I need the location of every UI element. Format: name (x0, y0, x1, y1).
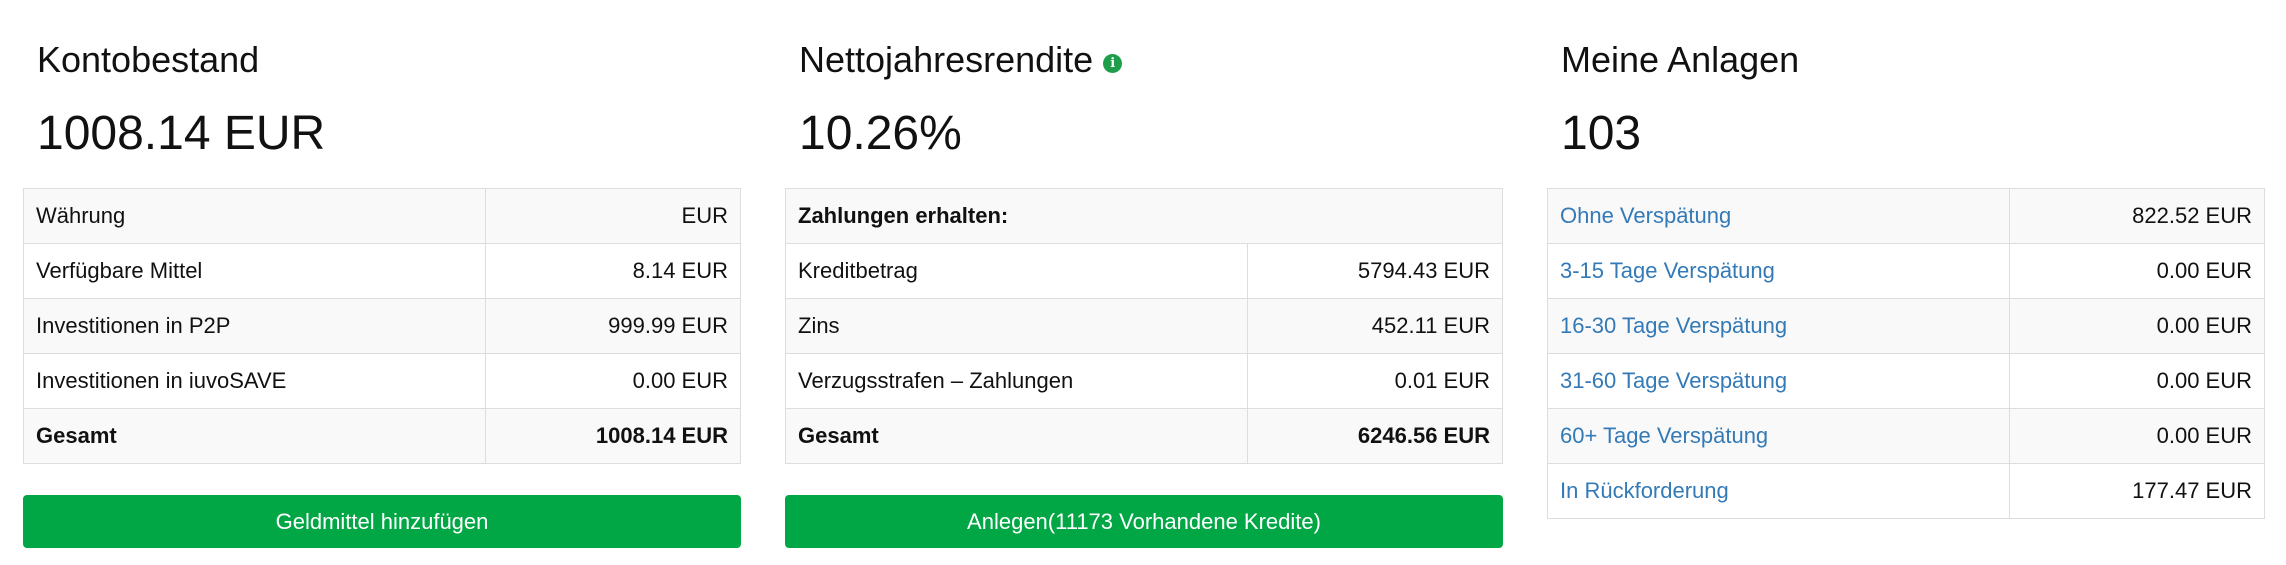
table-row: Gesamt 6246.56 EUR (785, 408, 1503, 464)
account-balance-table: Währung EUR Verfügbare Mittel 8.14 EUR I… (23, 188, 741, 464)
info-icon[interactable]: i (1103, 53, 1123, 73)
my-investments-count: 103 (1561, 107, 1642, 160)
delay-60-plus-link[interactable]: 60+ Tage Verspätung (1560, 423, 1769, 448)
payments-total-value: 6246.56 EUR (1247, 408, 1503, 464)
payments-received-table: Zahlungen erhalten: Kreditbetrag 5794.43… (785, 188, 1503, 464)
table-row: Zins 452.11 EUR (785, 298, 1503, 354)
delay-16-30-value: 0.00 EUR (2009, 298, 2265, 354)
available-funds-label: Verfügbare Mittel (23, 243, 486, 299)
table-row: 60+ Tage Verspätung 0.00 EUR (1547, 408, 2265, 464)
delay-31-60-value: 0.00 EUR (2009, 353, 2265, 409)
investments-status-table: Ohne Verspätung 822.52 EUR 3-15 Tage Ver… (1547, 188, 2265, 519)
delay-3-15-link[interactable]: 3-15 Tage Verspätung (1560, 258, 1775, 283)
table-row: Zahlungen erhalten: (785, 188, 1503, 244)
in-recovery-value: 177.47 EUR (2009, 463, 2265, 519)
table-row: Investitionen in P2P 999.99 EUR (23, 298, 741, 354)
interest-label: Zins (785, 298, 1248, 354)
net-annual-return-title: Nettojahresrendite (799, 39, 1094, 80)
table-row: Währung EUR (23, 188, 741, 244)
account-total-value: 1008.14 EUR (485, 408, 741, 464)
iuvosave-investments-value: 0.00 EUR (485, 353, 741, 409)
payments-total-label: Gesamt (785, 408, 1248, 464)
table-row: Investitionen in iuvoSAVE 0.00 EUR (23, 353, 741, 409)
table-row: In Rückforderung 177.47 EUR (1547, 463, 2265, 519)
table-row: Gesamt 1008.14 EUR (23, 408, 741, 464)
table-row: Ohne Verspätung 822.52 EUR (1547, 188, 2265, 244)
no-delay-value: 822.52 EUR (2009, 188, 2265, 244)
table-row: Kreditbetrag 5794.43 EUR (785, 243, 1503, 299)
currency-value: EUR (485, 188, 741, 244)
iuvosave-investments-label: Investitionen in iuvoSAVE (23, 353, 486, 409)
my-investments-title: Meine Anlagen (1561, 39, 1800, 80)
table-row: 16-30 Tage Verspätung 0.00 EUR (1547, 298, 2265, 354)
available-funds-value: 8.14 EUR (485, 243, 741, 299)
invest-button[interactable]: Anlegen(11173 Vorhandene Kredite) (785, 495, 1503, 548)
add-funds-button[interactable]: Geldmittel hinzufügen (23, 495, 741, 548)
table-row: Verfügbare Mittel 8.14 EUR (23, 243, 741, 299)
delay-60-plus-value: 0.00 EUR (2009, 408, 2265, 464)
loan-amount-label: Kreditbetrag (785, 243, 1248, 299)
currency-label: Währung (23, 188, 486, 244)
delay-16-30-link[interactable]: 16-30 Tage Verspätung (1560, 313, 1788, 338)
loan-amount-value: 5794.43 EUR (1247, 243, 1503, 299)
account-balance-title: Kontobestand (37, 39, 260, 80)
payments-received-header: Zahlungen erhalten: (785, 188, 1503, 244)
table-row: 3-15 Tage Verspätung 0.00 EUR (1547, 243, 2265, 299)
net-annual-return-heading: Nettojahresrendite i (799, 36, 1123, 84)
in-recovery-link[interactable]: In Rückforderung (1560, 478, 1729, 503)
net-annual-return-value: 10.26% (799, 107, 962, 160)
table-row: Verzugsstrafen – Zahlungen 0.01 EUR (785, 353, 1503, 409)
delay-3-15-value: 0.00 EUR (2009, 243, 2265, 299)
account-balance-value: 1008.14 EUR (37, 107, 326, 160)
p2p-investments-value: 999.99 EUR (485, 298, 741, 354)
delay-31-60-link[interactable]: 31-60 Tage Verspätung (1560, 368, 1788, 393)
interest-value: 452.11 EUR (1247, 298, 1503, 354)
late-fees-label: Verzugsstrafen – Zahlungen (785, 353, 1248, 409)
late-fees-value: 0.01 EUR (1247, 353, 1503, 409)
no-delay-link[interactable]: Ohne Verspätung (1560, 203, 1732, 228)
account-total-label: Gesamt (23, 408, 486, 464)
table-row: 31-60 Tage Verspätung 0.00 EUR (1547, 353, 2265, 409)
p2p-investments-label: Investitionen in P2P (23, 298, 486, 354)
